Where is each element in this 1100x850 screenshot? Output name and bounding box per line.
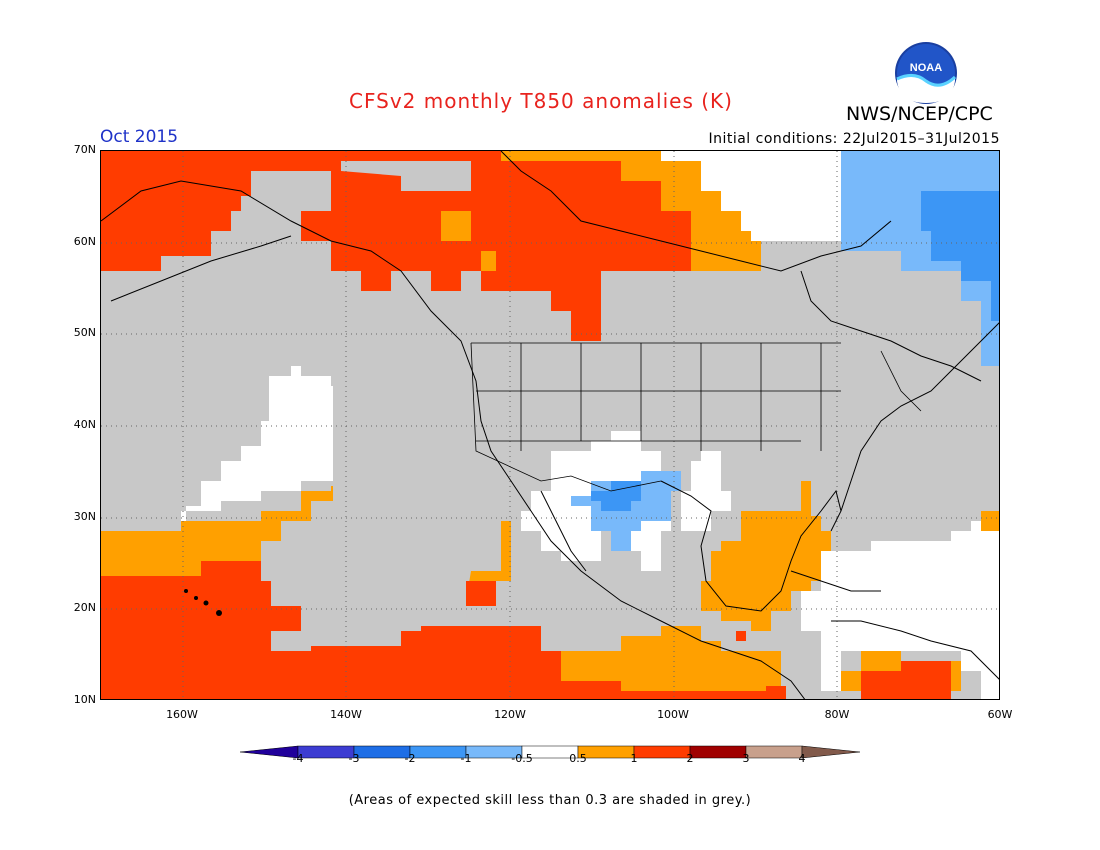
anomaly-region-white-pacific — [181, 366, 333, 521]
lat-label-70n: 70N — [73, 143, 96, 156]
footer-note: (Areas of expected skill less than 0.3 a… — [348, 793, 752, 808]
anomaly-region-orange-pacific — [101, 486, 333, 576]
lat-label-60n: 60N — [73, 235, 96, 248]
initial-conditions: Initial conditions: 22Jul2015–31Jul2015 — [708, 131, 1000, 147]
colorbar-label-m2: -2 — [404, 752, 416, 765]
anomaly-map — [100, 150, 1000, 700]
lat-label-30n: 30N — [73, 510, 96, 523]
lon-label-60w: 60W — [987, 708, 1013, 721]
anomaly-region-red-pacific-sw — [101, 561, 781, 699]
anomaly-region-red-yukon — [341, 176, 431, 241]
anomaly-region-blue-dark-ne — [921, 191, 999, 321]
lon-label-160w: 160W — [166, 708, 198, 721]
colorbar — [240, 745, 860, 759]
colorbar-label-m3: -3 — [348, 752, 360, 765]
colorbar-label-p2: 2 — [686, 752, 694, 765]
political-borders — [470, 342, 922, 492]
agency-label: NWS/NCEP/CPC — [846, 103, 993, 125]
lon-label-120w: 120W — [494, 708, 526, 721]
colorbar-label-p4: 4 — [798, 752, 806, 765]
coastlines — [101, 151, 999, 699]
colorbar-arrow-high — [801, 745, 860, 759]
map-title: CFSv2 monthly T850 anomalies (K) — [349, 89, 733, 113]
colorbar-label-m4: -4 — [292, 752, 304, 765]
lat-label-10n: 10N — [73, 693, 96, 706]
colorbar-label-p3: 3 — [742, 752, 750, 765]
logo-text: NOAA — [910, 62, 942, 74]
colorbar-label-m05: -0.5 — [511, 752, 533, 765]
anomaly-region-white-ne-canada — [641, 151, 841, 241]
colorbar-label-m1: -1 — [460, 752, 472, 765]
lon-label-80w: 80W — [824, 708, 850, 721]
forecast-month: Oct 2015 — [100, 127, 179, 147]
anomaly-region-white-caribbean — [801, 521, 999, 699]
noaa-logo-icon: NOAA — [894, 41, 958, 105]
lon-label-100w: 100W — [657, 708, 689, 721]
colorbar-label-p05: 0.5 — [569, 752, 587, 765]
lon-label-140w: 140W — [330, 708, 362, 721]
colorbar-label-p1: 1 — [630, 752, 638, 765]
anomaly-region-orange-gulf — [701, 481, 831, 631]
lat-label-50n: 50N — [73, 326, 96, 339]
lat-label-40n: 40N — [73, 418, 96, 431]
lat-label-20n: 20N — [73, 601, 96, 614]
hawaii-islands — [184, 589, 222, 616]
anomaly-region-orange-canada — [501, 151, 761, 271]
map-graticule — [101, 151, 999, 699]
